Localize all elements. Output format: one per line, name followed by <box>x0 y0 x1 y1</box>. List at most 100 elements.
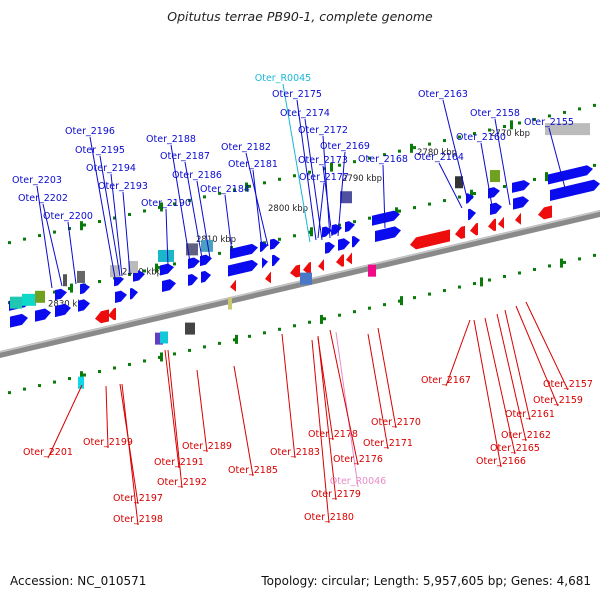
label-forward: Oter_2190 <box>141 198 191 209</box>
gene-box <box>545 123 590 136</box>
tick-dot-upper <box>338 163 341 167</box>
tick-dot-middle <box>278 237 281 241</box>
tick-dot-upper <box>323 167 326 171</box>
label-forward-leader <box>494 118 511 206</box>
label-reverse: Oter_2201 <box>23 447 73 458</box>
tick-dot-middle <box>263 241 266 245</box>
label-forward: Oter_2187 <box>160 151 210 162</box>
tick-dot-upper <box>458 135 461 139</box>
gene-box <box>77 270 85 283</box>
scale-label: 2810 kbp <box>196 235 236 245</box>
tick-dot-lower <box>218 341 221 345</box>
label-reverse-leader <box>496 313 527 442</box>
gene-box <box>155 332 163 345</box>
tick-dot-middle <box>98 280 101 284</box>
gene-box <box>185 322 195 335</box>
label-forward-leader <box>252 169 263 249</box>
label-reverse: Oter_2171 <box>363 438 413 449</box>
gene-box <box>186 243 198 256</box>
gene-reverse <box>538 205 552 220</box>
tick-dot-lower <box>323 317 326 321</box>
gene-forward <box>188 273 198 286</box>
label-forward-leader <box>296 99 317 241</box>
label-forward: Oter_2163 <box>418 89 468 100</box>
gene-reverse <box>488 218 496 232</box>
label-reverse-leader <box>311 339 330 524</box>
tick-dot-lower <box>548 264 551 268</box>
tick-dot-lower <box>158 355 161 359</box>
gene-forward-b <box>332 224 342 236</box>
label-forward-leader <box>184 161 203 259</box>
tick-dot-lower <box>533 267 536 271</box>
gene-reverse <box>410 229 450 250</box>
gene-forward <box>513 196 529 210</box>
label-reverse-leader <box>164 349 180 469</box>
gene-box <box>160 331 168 344</box>
tick-major <box>410 143 413 153</box>
scale-label: 2780 kbp <box>417 148 457 158</box>
tick-dot-middle <box>413 206 416 210</box>
gene-forward <box>352 235 360 248</box>
tick-dot-middle <box>158 265 161 269</box>
label-forward: Oter_2168 <box>358 154 408 165</box>
tick-dot-upper <box>158 205 161 209</box>
tick-dot-middle <box>533 177 536 181</box>
gene-forward-b <box>80 283 90 295</box>
label-forward: Oter_2203 <box>12 175 62 186</box>
tick-dot-lower <box>233 338 236 342</box>
gene-forward <box>272 254 280 267</box>
tick-dot-upper <box>263 181 266 185</box>
label-forward-leader <box>42 203 63 287</box>
label-forward: Oter_2174 <box>280 108 330 119</box>
tick-dot-upper <box>443 139 446 143</box>
label-reverse-leader <box>525 301 569 391</box>
tick-dot-middle <box>458 195 461 199</box>
map-title: Opitutus terrae PB90-1, complete genome <box>167 9 433 24</box>
tick-dot-lower <box>473 282 476 286</box>
label-forward: Oter_2194 <box>86 163 136 174</box>
label-forward-leader <box>480 142 493 207</box>
tick-dot-upper <box>233 188 236 192</box>
gene-forward <box>201 270 211 283</box>
gene-forward <box>338 238 350 251</box>
tick-dot-lower <box>443 289 446 293</box>
tick-dot-lower <box>578 257 581 261</box>
tick-dot-upper <box>503 124 506 128</box>
tick-major <box>160 352 163 362</box>
gene-forward-b <box>55 288 67 301</box>
tick-dot-lower <box>368 306 371 310</box>
tick-dot-upper <box>128 212 131 216</box>
gene-forward <box>375 226 401 243</box>
gene-forward <box>10 313 28 328</box>
gene-forward-b <box>270 238 280 250</box>
tick-dot-upper <box>428 142 431 146</box>
gene-box <box>368 264 376 277</box>
label-forward: Oter_2182 <box>221 142 271 153</box>
tick-dot-lower <box>128 362 131 366</box>
gene-forward-b <box>372 210 400 226</box>
label-reverse: Oter_2165 <box>490 443 540 454</box>
tick-dot-lower <box>8 391 11 395</box>
gene-forward-b <box>488 187 500 199</box>
gene-forward <box>325 241 335 254</box>
gene-forward <box>78 299 90 312</box>
tick-dot-lower <box>518 271 521 275</box>
label-forward-leader <box>337 151 346 237</box>
tick-major <box>160 202 163 212</box>
tick-dot-lower <box>263 331 266 335</box>
label-forward: Oter_2184 <box>200 184 250 195</box>
tick-dot-middle <box>428 202 431 206</box>
tick-dot-upper <box>53 230 56 234</box>
gene-forward-b <box>345 221 355 233</box>
tick-dot-middle <box>368 216 371 220</box>
tick-dot-lower <box>398 299 401 303</box>
tick-major <box>310 227 313 237</box>
gene-forward-b <box>188 257 200 269</box>
label-forward: Oter_2188 <box>146 134 196 145</box>
tick-major <box>395 207 398 217</box>
tick-major <box>330 162 333 172</box>
tick-dot-upper <box>578 107 581 111</box>
tick-major <box>70 283 73 293</box>
tick-dot-upper <box>188 198 191 202</box>
